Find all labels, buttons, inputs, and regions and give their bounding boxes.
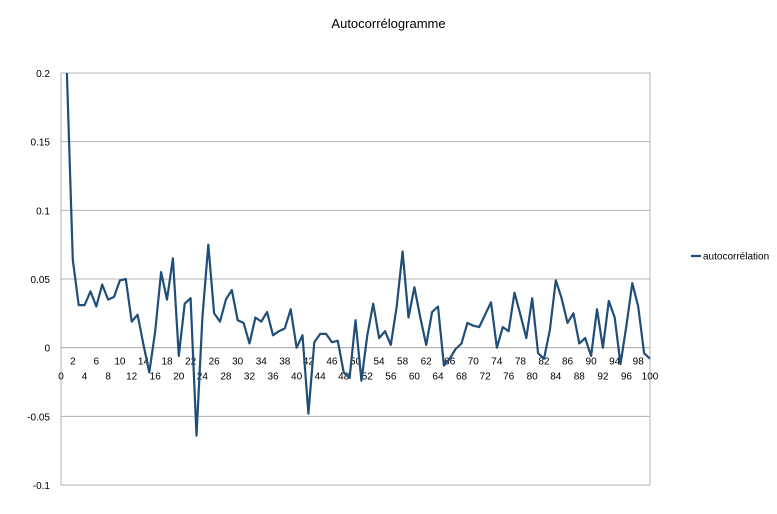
x-tick-label: 28 xyxy=(220,372,232,383)
series-group xyxy=(65,72,651,437)
x-tick-label: 20 xyxy=(173,372,185,383)
x-tick-label: 98 xyxy=(633,357,645,368)
x-tick-label: 80 xyxy=(527,372,539,383)
x-tick-label: 84 xyxy=(550,372,562,383)
x-tick-label: 76 xyxy=(503,372,515,383)
x-tick-label: 94 xyxy=(609,357,621,368)
x-tick-label: 52 xyxy=(362,372,374,383)
x-tick-label: 66 xyxy=(444,357,456,368)
y-tick-label: 0 xyxy=(44,344,50,355)
x-tick-label: 32 xyxy=(244,372,256,383)
x-tick-label: 92 xyxy=(597,372,609,383)
x-tick-label: 90 xyxy=(586,357,598,368)
y-tick-label: -0.1 xyxy=(33,481,51,492)
y-tick-label: 0.2 xyxy=(36,69,50,80)
x-tick-label: 56 xyxy=(385,372,397,383)
y-tick-label: -0.05 xyxy=(27,412,50,423)
x-tick-label: 88 xyxy=(574,372,586,383)
x-tick-label: 54 xyxy=(373,357,385,368)
y-axis-ticks: 0.2 0.15 0.1 0.05 0 -0.05 -0.1 xyxy=(27,69,50,492)
x-tick-label: 2 xyxy=(70,357,76,368)
x-tick-label: 18 xyxy=(161,357,173,368)
x-tick-label: 14 xyxy=(138,357,150,368)
x-tick-label: 34 xyxy=(256,357,268,368)
x-tick-label: 48 xyxy=(338,372,350,383)
y-tick-label: 0.05 xyxy=(31,275,51,286)
x-tick-label: 44 xyxy=(315,372,327,383)
x-tick-label: 16 xyxy=(150,372,162,383)
x-tick-label: 30 xyxy=(232,357,244,368)
chart-title: Autocorrélogramme xyxy=(331,16,446,31)
x-tick-label: 40 xyxy=(291,372,303,383)
x-tick-label: 36 xyxy=(267,372,279,383)
legend-label: autocorrélation xyxy=(703,252,769,263)
x-tick-label: 46 xyxy=(326,357,338,368)
series-line-autocorrelation xyxy=(65,72,651,437)
x-tick-label: 22 xyxy=(185,357,197,368)
y-tick-label: 0.1 xyxy=(36,206,50,217)
x-tick-label: 0 xyxy=(58,372,64,383)
x-tick-label: 60 xyxy=(409,372,421,383)
x-tick-label: 68 xyxy=(456,372,468,383)
x-tick-label: 42 xyxy=(303,357,315,368)
x-tick-label: 24 xyxy=(197,372,209,383)
x-tick-label: 50 xyxy=(350,357,362,368)
x-tick-label: 100 xyxy=(642,372,659,383)
x-tick-label: 26 xyxy=(209,357,221,368)
gridlines xyxy=(61,72,650,486)
x-tick-label: 86 xyxy=(562,357,574,368)
x-tick-label: 62 xyxy=(421,357,433,368)
x-tick-label: 8 xyxy=(105,372,111,383)
legend: autocorrélation xyxy=(691,252,769,263)
x-tick-label: 78 xyxy=(515,357,527,368)
x-axis-ticks: 0246810121416182022242628303234363840424… xyxy=(58,357,659,383)
x-tick-label: 4 xyxy=(82,372,88,383)
y-tick-label: 0.15 xyxy=(31,138,51,149)
x-tick-label: 58 xyxy=(397,357,409,368)
x-tick-label: 72 xyxy=(480,372,492,383)
x-tick-label: 10 xyxy=(114,357,126,368)
x-tick-label: 6 xyxy=(94,357,100,368)
x-tick-label: 74 xyxy=(491,357,503,368)
x-tick-label: 38 xyxy=(279,357,291,368)
x-tick-label: 12 xyxy=(126,372,138,383)
x-tick-label: 64 xyxy=(432,372,444,383)
x-tick-label: 96 xyxy=(621,372,633,383)
x-tick-label: 82 xyxy=(538,357,550,368)
x-tick-label: 70 xyxy=(468,357,480,368)
